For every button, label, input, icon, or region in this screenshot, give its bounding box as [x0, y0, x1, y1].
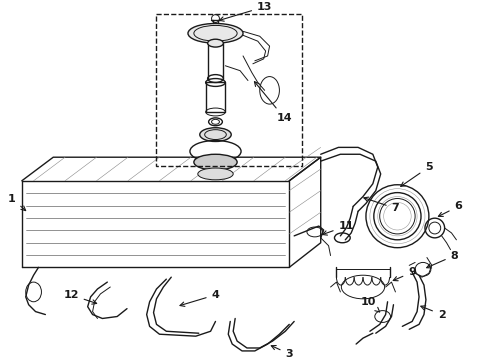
Bar [156, 14, 302, 166]
Text: 6: 6 [439, 201, 463, 216]
Text: 10: 10 [360, 297, 380, 312]
Text: 14: 14 [254, 82, 292, 123]
Text: 7: 7 [364, 197, 399, 213]
Text: 5: 5 [401, 162, 433, 186]
Text: 11: 11 [322, 221, 354, 235]
Text: 3: 3 [271, 346, 293, 359]
Ellipse shape [208, 39, 223, 47]
Text: 12: 12 [63, 290, 97, 304]
Text: 1: 1 [8, 194, 25, 211]
Text: 9: 9 [393, 267, 416, 281]
Ellipse shape [198, 168, 233, 180]
Text: 2: 2 [421, 306, 445, 320]
Ellipse shape [188, 23, 243, 43]
Ellipse shape [194, 154, 237, 170]
Text: 13: 13 [220, 2, 272, 21]
Text: 4: 4 [180, 290, 220, 306]
Text: 8: 8 [427, 251, 458, 268]
Ellipse shape [200, 128, 231, 141]
